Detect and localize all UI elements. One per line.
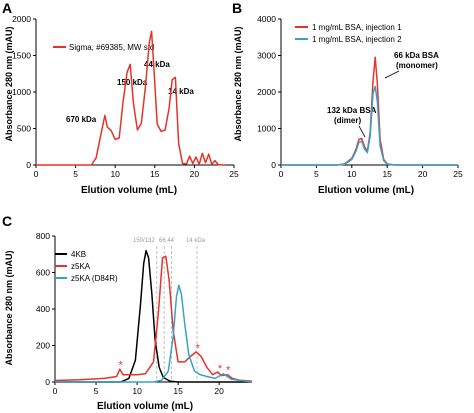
panel-a-y-tick-label: 1000	[12, 87, 31, 97]
panel-label-b: B	[232, 0, 242, 16]
panel-a-x-tick-label: 25	[229, 169, 239, 179]
panel-a-y-tick-label: 1500	[12, 51, 31, 61]
panel-c-ref-label-66-44: 66 44	[159, 238, 175, 244]
panel-b-y-tick-label: 2000	[257, 87, 276, 97]
panel-c-legend: 4KB z5KA z5KA (D84R)	[55, 250, 118, 283]
panel-b-annotation-monomer-1: 66 kDa BSA	[394, 51, 439, 60]
panel-b-x-tick-label: 15	[382, 169, 392, 179]
panel-a-annotation-44kda: 44 kDa	[144, 60, 170, 69]
panel-a-x-tick-label: 15	[150, 169, 160, 179]
panel-a-axes: 0 5 10 15 20 25 0 500 1000 1500 2000	[12, 14, 239, 179]
panel-b-x-tick-label: 20	[418, 169, 428, 179]
panel-label-a: A	[2, 0, 12, 16]
panel-a-y-tick-label: 500	[17, 124, 31, 134]
panel-a-y-axis-label: Absorbance 280 nm (mAU)	[4, 26, 14, 141]
panel-c-series-line-2	[55, 284, 253, 383]
panel-c-asterisk-marker-0: *	[119, 360, 124, 372]
panel-b-series-line-1	[281, 85, 458, 166]
panel-a-x-tick-label: 10	[110, 169, 120, 179]
panel-a-x-tick-label: 5	[73, 169, 78, 179]
panel-b-y-tick-label: 0	[271, 160, 276, 170]
panel-a-x-tick-label: 0	[34, 169, 39, 179]
panel-b-legend-label-2: 1 mg/mL BSA, injection 2	[312, 35, 402, 44]
panel-c-series-line-1	[54, 255, 253, 382]
panel-b-y-axis-label: Absorbance 280 nm (mAU)	[233, 26, 243, 141]
panel-c-y-tick-label: 400	[36, 304, 50, 314]
panel-b-x-tick-label: 25	[453, 169, 463, 179]
panel-b-x-tick-label: 10	[347, 169, 357, 179]
panel-c-ref-label-150-132: 150/132	[133, 238, 155, 244]
panel-a-y-tick-label: 2000	[12, 14, 31, 24]
panel-c-asterisk-marker-1: *	[196, 342, 201, 354]
panel-b-y-tick-label: 4000	[257, 14, 276, 24]
panel-c-y-tick-label: 800	[36, 231, 50, 241]
panel-a-series-line-0	[36, 30, 227, 166]
panel-c-y-tick-label: 600	[36, 268, 50, 278]
panel-c-x-tick-label: 15	[173, 386, 183, 396]
panel-b-chart: 0 5 10 15 20 25 0 1000 2000 3000 4000 Absorbance 2…	[233, 14, 463, 196]
panel-c-series-line-0	[55, 249, 252, 383]
panel-c-legend-label-2: z5KA	[71, 262, 91, 271]
panel-a-chart: 0 5 10 15 20 25 0 500 1000 1500 2000 Absorbance 28…	[4, 14, 239, 196]
panel-a-legend: Sigma, #69385, MW std	[53, 43, 154, 52]
panel-c-legend-label-3: z5KA (D84R)	[71, 274, 118, 283]
panel-c-x-tick-label: 5	[94, 386, 99, 396]
panel-a-x-tick-label: 20	[190, 169, 200, 179]
panel-b-dimer-pointer	[358, 125, 366, 138]
panel-b-y-tick-label: 3000	[257, 51, 276, 61]
panel-b-axes: 0 5 10 15 20 25 0 1000 2000 3000 4000	[257, 14, 463, 179]
panel-c-x-tick-label: 20	[214, 386, 224, 396]
panel-c-ref-label-14kda: 14 kDa	[186, 238, 206, 244]
panel-c-x-tick-label: 10	[132, 386, 142, 396]
panel-c-y-axis-label: Absorbance 280 nm (mAU)	[4, 250, 14, 365]
panel-c-y-tick-label: 0	[45, 377, 50, 387]
panel-b-y-tick-label: 1000	[257, 124, 276, 134]
panel-a-annotation-14kda: 14 kDa	[168, 87, 194, 96]
panel-c-asterisk-marker-2: *	[218, 363, 223, 375]
panel-b-x-axis-label: Elution volume (mL)	[318, 185, 414, 196]
panel-c-x-tick-label: 0	[53, 386, 58, 396]
panel-c-y-tick-label: 200	[36, 341, 50, 351]
panel-label-c: C	[2, 213, 12, 229]
panel-a-x-axis-label: Elution volume (mL)	[81, 185, 177, 196]
panel-b-annotation-dimer-1: 132 kDa BSA	[327, 106, 377, 115]
panel-b-annotation-monomer-2: (monomer)	[396, 61, 438, 70]
panel-c-legend-label-1: 4KB	[71, 250, 86, 259]
panel-a-annotation-670kda: 670 kDa	[66, 115, 97, 124]
panel-b-annotation-dimer-2: (dimer)	[334, 116, 361, 125]
panel-c-x-axis-label: Elution volume (mL)	[97, 401, 193, 412]
panel-b-legend: 1 mg/mL BSA, injection 1 1 mg/mL BSA, in…	[295, 23, 402, 44]
panel-b-x-tick-label: 5	[314, 169, 319, 179]
panel-c-asterisk-marker-3: *	[226, 364, 231, 376]
panel-a-y-tick-label: 0	[26, 160, 31, 170]
panel-b-monomer-pointer	[384, 70, 400, 79]
panel-a-legend-label: Sigma, #69385, MW std	[69, 43, 154, 52]
panel-b-x-tick-label: 0	[279, 169, 284, 179]
panel-b-legend-label-1: 1 mg/mL BSA, injection 1	[312, 23, 402, 32]
